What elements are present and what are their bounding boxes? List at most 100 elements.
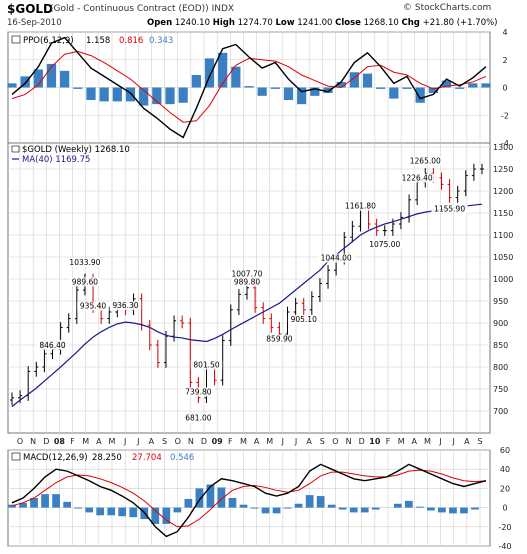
macd-hist-bar	[316, 496, 325, 508]
price-annotation: 935.40	[77, 301, 109, 311]
x-tick-label: A	[306, 437, 312, 446]
macd-hist-bar	[438, 507, 446, 513]
price-annotation: 801.50	[190, 360, 223, 370]
x-tick-label: M	[424, 437, 431, 446]
macd-signal-legend-value: 27.704	[132, 453, 162, 463]
ppo-hist-bar	[152, 87, 162, 105]
x-tick-label: S	[320, 437, 325, 446]
macd-hist-bar	[294, 503, 303, 508]
ppo-hist-bar	[204, 58, 215, 88]
macd-hist-bar	[393, 503, 402, 508]
price-bar	[447, 179, 452, 203]
ppo-hist-bar	[415, 87, 425, 103]
x-tick-label: O	[332, 437, 338, 446]
macd-hist-bar	[416, 506, 424, 508]
price-bar	[455, 185, 460, 203]
price-bar	[309, 291, 314, 316]
macd-tick-label: 60	[500, 446, 510, 455]
annotation-bg	[228, 269, 266, 279]
annotation-label: 1033.90	[69, 258, 100, 267]
macd-panel: 60 40 20 0 -20 -40 MACD(12,26,9) 28.250 27.704 0.…	[7, 446, 512, 551]
price-annotation: 936.30	[109, 301, 142, 311]
macd-tick-label: -20	[498, 523, 511, 532]
annotation-bg	[342, 201, 379, 211]
macd-hist-bar	[305, 495, 314, 508]
annotation-label: 1044.00	[321, 254, 352, 263]
price-bar	[34, 361, 39, 377]
macd-tick-label: -40	[498, 542, 511, 551]
ppo-signal-legend-value: 0.816	[119, 36, 143, 46]
macd-hist-bar	[41, 494, 49, 508]
ma40-line	[11, 203, 483, 408]
annotation-label: 846.40	[39, 341, 65, 350]
macd-hist-bar	[371, 507, 380, 510]
price-annotation: 739.80	[182, 387, 215, 397]
price-tick-label: 1150	[493, 209, 513, 218]
price-panel: 1300 1250 1200 1150 1100 1050 1000 950 900 850 800…	[7, 142, 513, 446]
price-annotation: 681.00	[182, 413, 215, 423]
annotation-bg	[190, 360, 223, 370]
annotation-bg	[431, 204, 468, 214]
macd-legend: MACD(12,26,9) 28.250 27.704 0.546	[11, 452, 194, 463]
ppo-tick-label: 0	[502, 84, 507, 93]
macd-hist-bar	[261, 507, 270, 514]
ppo-hist-bar	[139, 87, 149, 106]
macd-hist-bar	[162, 507, 171, 524]
macd-hist-bar	[206, 484, 215, 508]
annotation-bg	[69, 277, 101, 287]
price-bar	[439, 172, 444, 190]
annotation-bg	[263, 334, 296, 344]
price-annotation: 846.40	[36, 340, 69, 350]
macd-hist-bar	[283, 507, 292, 509]
price-annotation: 1033.90	[66, 258, 104, 268]
ppo-hist-bar	[336, 81, 346, 88]
macd-hist-bar	[52, 494, 60, 508]
macd-hist-legend-value: 0.546	[170, 453, 194, 463]
price-bar	[471, 163, 476, 181]
ppo-hist-legend-value: 0.343	[149, 36, 173, 46]
macd-hist-bar	[74, 507, 82, 509]
price-tick-label: 700	[493, 407, 508, 416]
macd-hist-bar	[239, 504, 248, 508]
ppo-hist-bar	[455, 87, 465, 89]
annotation-bg	[182, 413, 215, 423]
x-tick-label: A	[149, 437, 155, 446]
annotation-label: 1155.90	[434, 204, 465, 213]
ppo-line	[11, 36, 487, 139]
macd-line	[11, 463, 487, 538]
macd-frame	[7, 449, 491, 547]
annotation-label: 1226.40	[402, 174, 433, 183]
ppo-tick-label: 4	[502, 28, 507, 37]
ppo-hist-bar	[46, 63, 57, 88]
macd-legend-value: 28.250	[92, 453, 122, 463]
macd-hist-bar	[63, 501, 71, 508]
x-tick-label: O	[17, 437, 23, 446]
price-legend-box	[11, 145, 20, 153]
ppo-hist-bar	[244, 86, 254, 88]
price-bar	[350, 220, 355, 243]
ppo-hist-bar	[178, 87, 188, 103]
x-tick-label: 10	[369, 437, 381, 446]
price-annotation: 1075.00	[366, 240, 403, 249]
price-bar	[285, 306, 290, 340]
price-annotation: 1044.00	[318, 253, 355, 263]
ppo-hist-bar	[389, 87, 399, 99]
x-tick-label: F	[70, 437, 75, 446]
macd-hist-bar	[460, 507, 468, 514]
ppo-tick-label: -4	[501, 139, 509, 148]
price-annotation: 905.10	[287, 314, 320, 324]
ppo-hist-bar	[481, 83, 491, 88]
x-tick-label: A	[464, 437, 470, 446]
annotation-bg	[287, 314, 320, 324]
price-tick-label: 750	[493, 385, 508, 394]
close-label: Close	[335, 18, 361, 28]
ppo-hist-bar	[297, 87, 307, 105]
ppo-hist-bar	[218, 52, 228, 88]
open-value: 1240.10	[174, 18, 210, 28]
macd-hist-bar	[85, 507, 94, 513]
annotation-label: 905.10	[291, 315, 317, 324]
macd-hist-bar	[129, 507, 138, 518]
price-annotation: 1226.40	[399, 173, 436, 183]
price-bar	[180, 315, 185, 329]
